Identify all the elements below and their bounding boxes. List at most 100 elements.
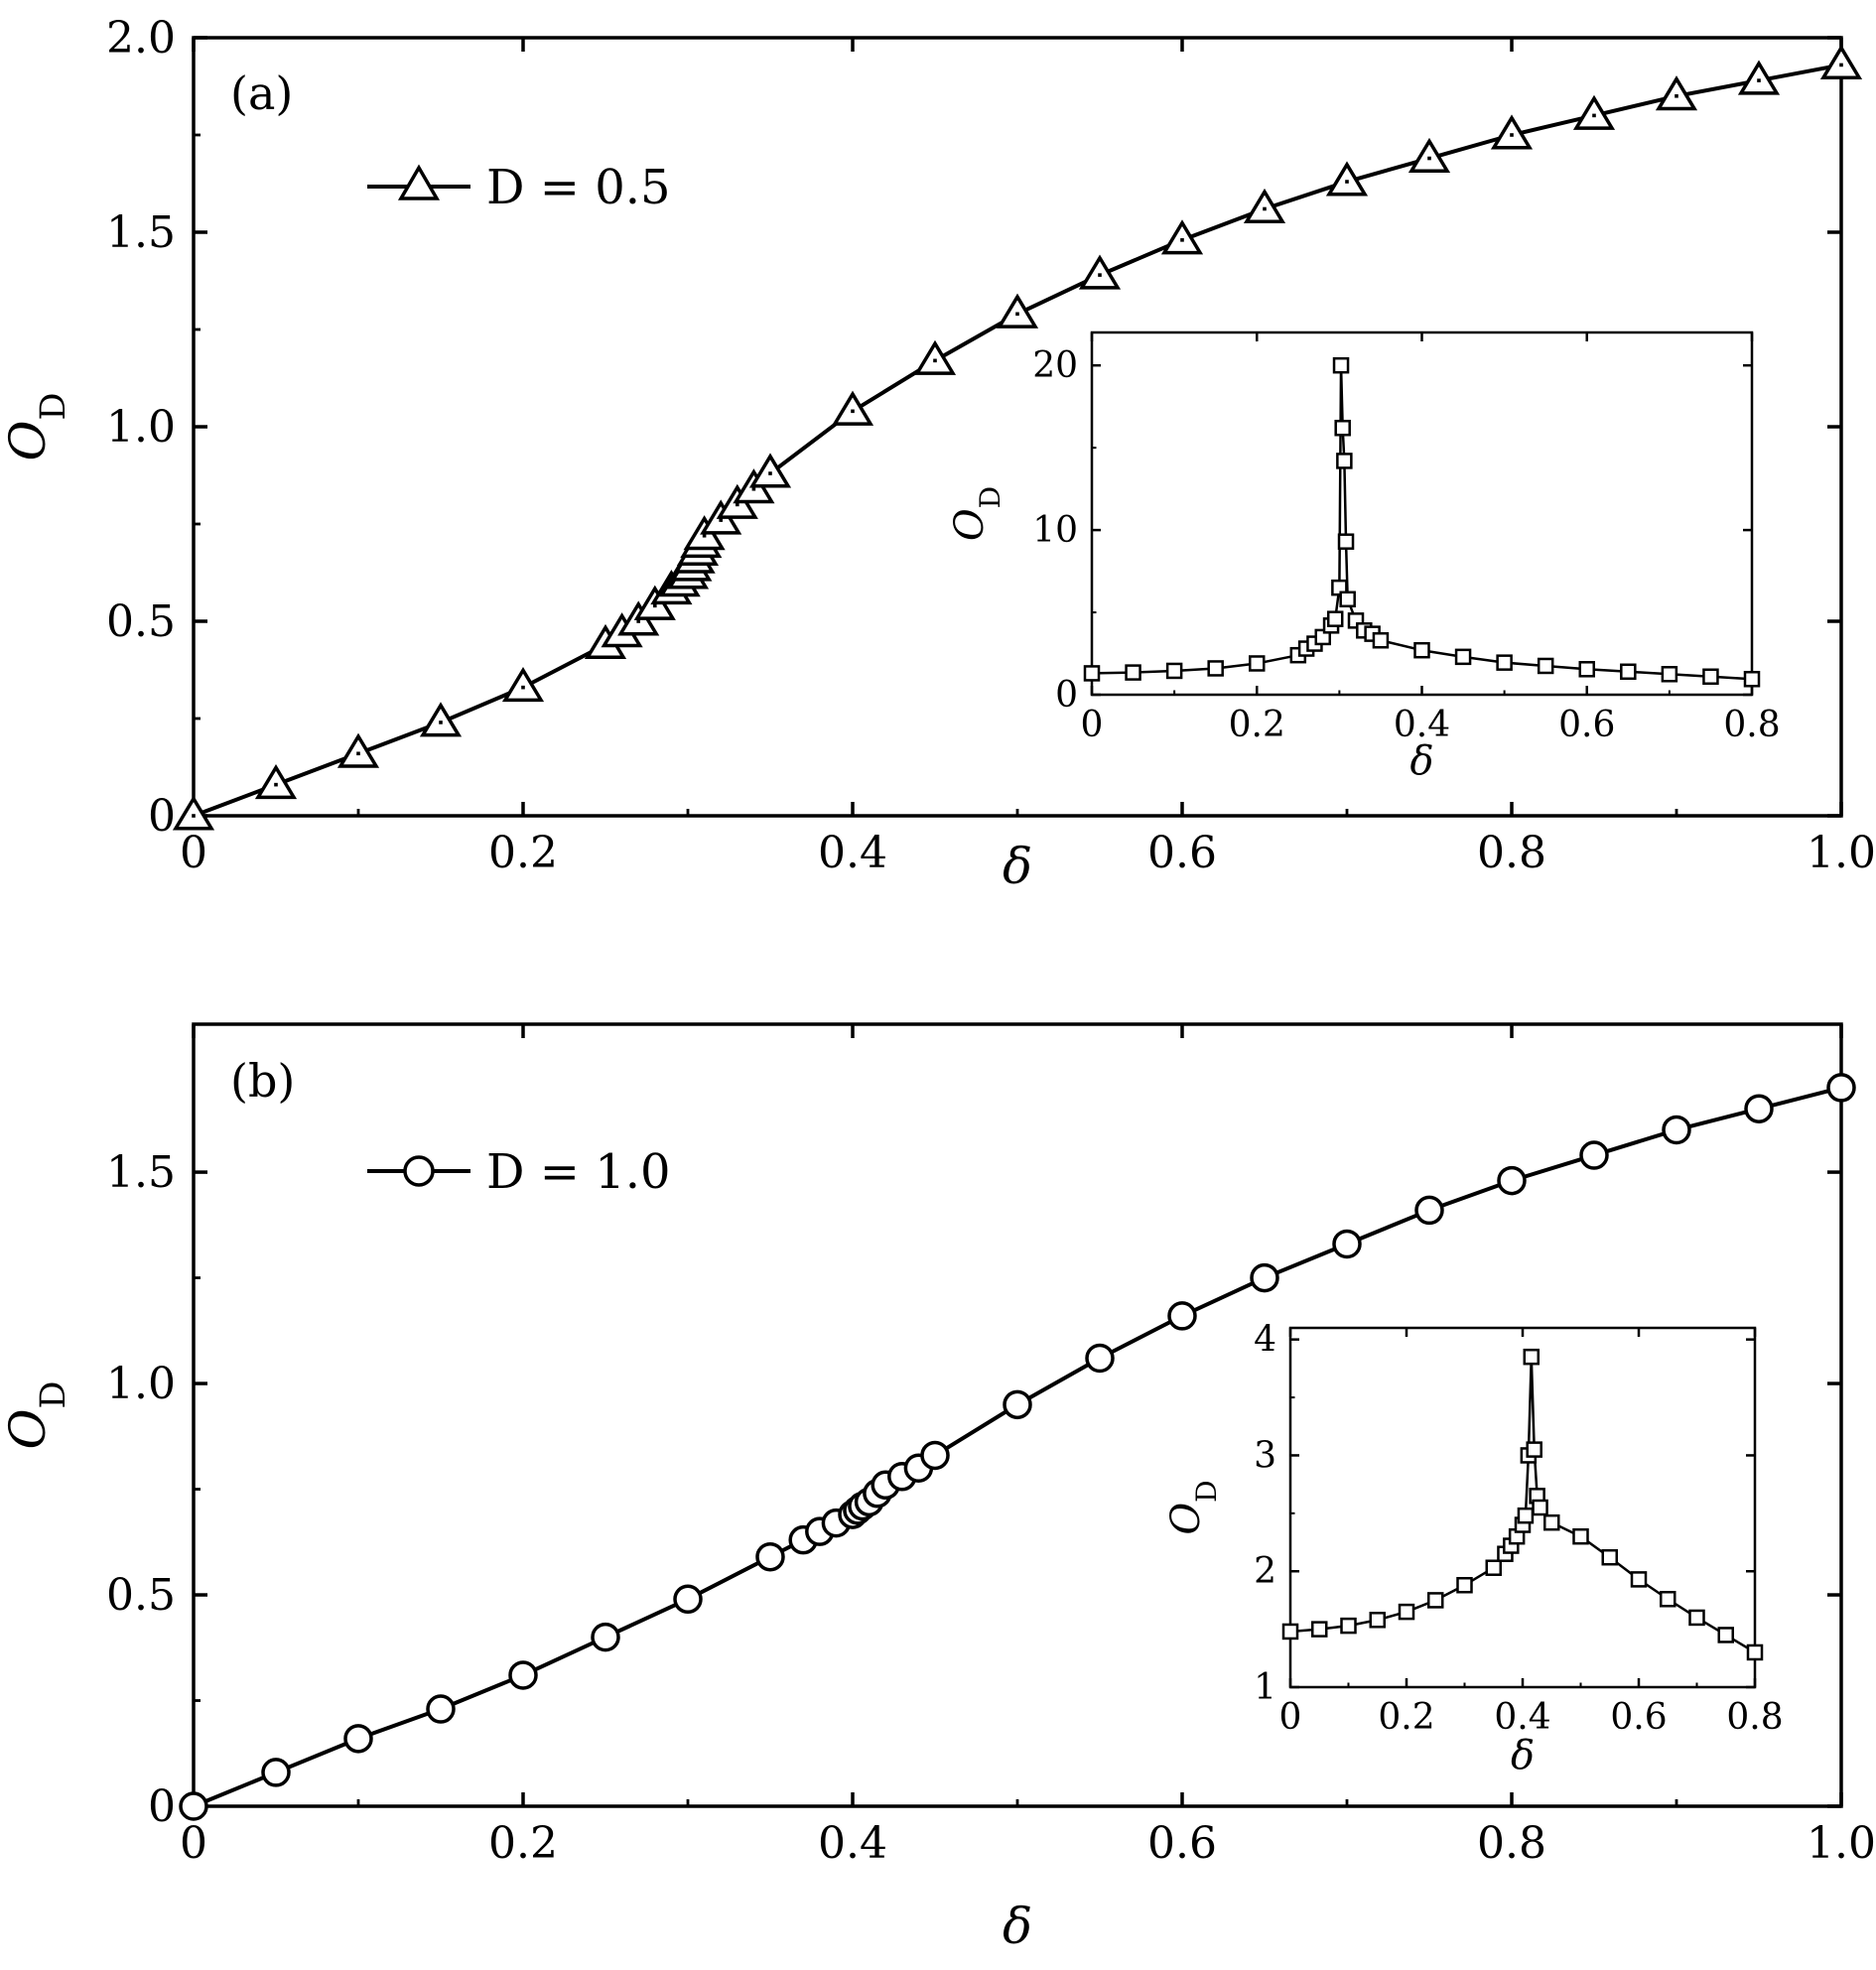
x-tick-label: 0 — [1279, 1697, 1302, 1738]
data-point-dot — [751, 486, 756, 491]
data-point — [1003, 1389, 1032, 1420]
data-point-dot — [1180, 238, 1184, 242]
data-point — [1398, 1603, 1415, 1621]
x-tick-label: 1.0 — [1807, 1818, 1876, 1869]
y-tick-label: 0.5 — [106, 1570, 176, 1621]
data-point — [1688, 1609, 1705, 1627]
data-point — [1413, 641, 1430, 659]
data-point — [343, 1724, 373, 1754]
data-point-dot — [356, 751, 360, 756]
data-point-dot — [933, 358, 937, 363]
y-tick-label: 1.0 — [106, 402, 176, 453]
x-tick-label: 0.2 — [488, 828, 558, 878]
data-point-dot — [851, 409, 855, 414]
x-tick-label: 0.6 — [1610, 1697, 1667, 1738]
data-point — [1085, 1343, 1115, 1374]
data-point — [1427, 1592, 1444, 1609]
data-point — [1372, 632, 1390, 649]
data-point-dot — [1839, 63, 1843, 67]
x-tick-label: 0.4 — [818, 1818, 887, 1869]
x-axis-label: δ — [1003, 1898, 1032, 1955]
data-point — [1078, 254, 1122, 290]
data-point-dot — [274, 782, 278, 787]
data-point — [1601, 1548, 1618, 1566]
x-tick-label: 0.6 — [1558, 705, 1615, 745]
data-point-dot — [1592, 113, 1596, 118]
x-axis-label: δ — [1409, 738, 1433, 784]
x-axis-label: δ — [1511, 1733, 1535, 1778]
x-tick-label: 0.6 — [1147, 828, 1217, 878]
data-point — [1630, 1571, 1648, 1588]
data-point — [172, 795, 215, 831]
data-point — [1332, 1229, 1362, 1259]
data-point — [1572, 94, 1616, 130]
plot-frame — [1090, 330, 1754, 697]
panel-a-label: (a) — [230, 66, 293, 120]
data-point — [419, 702, 463, 737]
data-point — [1496, 654, 1513, 671]
data-point-dot — [1015, 312, 1019, 317]
x-tick-label: 0.8 — [1723, 705, 1780, 745]
data-point-dot — [521, 685, 525, 690]
x-tick-label: 0.4 — [1394, 705, 1450, 745]
data-point-dot — [1757, 78, 1761, 82]
panel-b-label: (b) — [230, 1054, 295, 1108]
data-point-dot — [768, 471, 772, 475]
y-tick-label: 1.0 — [106, 1359, 176, 1409]
data-point — [1826, 1073, 1856, 1103]
x-tick-label: 1.0 — [1807, 828, 1876, 878]
data-point — [1407, 137, 1451, 174]
x-tick-label: 0.8 — [1726, 1697, 1783, 1738]
x-tick-label: 0 — [180, 1818, 207, 1869]
data-point — [508, 1660, 538, 1690]
x-tick-label: 0.6 — [1147, 1818, 1217, 1869]
data-point — [1497, 1165, 1527, 1196]
data-point-dot — [1345, 180, 1349, 184]
panel-a-legend-label: D = 0.5 — [486, 160, 671, 215]
data-point — [1572, 1527, 1589, 1545]
data-point-dot — [1427, 156, 1431, 161]
data-point — [1620, 663, 1637, 681]
data-point — [1250, 1262, 1279, 1293]
data-point — [1490, 114, 1534, 150]
data-point — [1661, 666, 1678, 683]
data-point-dot — [439, 721, 443, 724]
data-point — [1125, 664, 1141, 681]
data-point — [1702, 668, 1719, 685]
y-tick-label: 0 — [148, 791, 176, 842]
data-point — [1717, 1627, 1734, 1643]
data-point — [755, 1541, 785, 1572]
data-point — [179, 1791, 208, 1821]
panel-b-legend-label: D = 1.0 — [486, 1144, 671, 1200]
data-point — [426, 1694, 456, 1724]
data-point — [1083, 665, 1101, 682]
data-point — [1517, 1507, 1535, 1524]
data-point — [1339, 591, 1356, 608]
data-point — [1326, 610, 1344, 627]
data-point — [1523, 1348, 1541, 1366]
data-point — [1207, 660, 1224, 677]
data-point — [1167, 1301, 1197, 1331]
data-point — [1336, 453, 1353, 469]
data-point-dot — [192, 814, 196, 818]
data-point-dot — [719, 518, 723, 522]
data-point — [1340, 1617, 1357, 1635]
data-point — [1737, 60, 1781, 95]
data-point — [1332, 356, 1350, 374]
data-point — [1578, 661, 1595, 678]
data-point — [1662, 1115, 1691, 1145]
x-tick-label: 0.8 — [1477, 1818, 1546, 1869]
y-tick-label: 0 — [1055, 675, 1078, 716]
data-point — [336, 732, 380, 768]
data-point — [831, 390, 874, 426]
data-point — [1579, 1140, 1609, 1170]
y-tick-label: 4 — [1254, 1320, 1276, 1361]
legend-triangle-marker-icon — [397, 164, 441, 200]
data-point — [1454, 648, 1472, 666]
data-point — [1655, 75, 1698, 111]
data-point — [1249, 655, 1266, 672]
x-tick-label: 0.2 — [1229, 705, 1285, 745]
data-point — [1746, 1643, 1764, 1661]
data-point — [1456, 1576, 1473, 1594]
